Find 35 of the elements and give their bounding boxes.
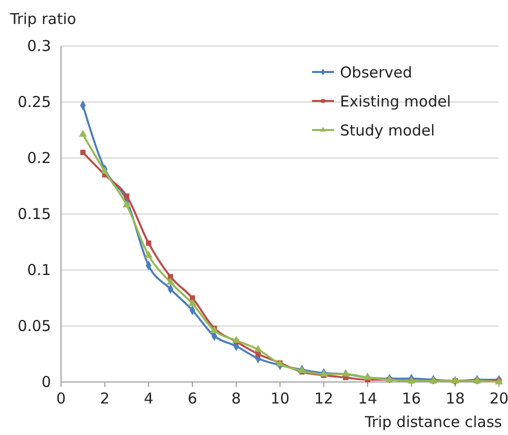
x-tick-label: 4 bbox=[144, 390, 154, 408]
x-axis-title: Trip distance class bbox=[364, 413, 502, 431]
point bbox=[188, 298, 196, 306]
y-tick-label: 0.2 bbox=[27, 148, 51, 167]
x-tick-label: 16 bbox=[402, 390, 421, 408]
y-tick-label: 0 bbox=[41, 372, 51, 391]
point bbox=[166, 278, 175, 285]
x-tick-label: 2 bbox=[100, 390, 110, 408]
x-tick-label: 18 bbox=[446, 390, 465, 408]
y-tick-label: 0.05 bbox=[18, 316, 51, 335]
y-tick-label: 0.25 bbox=[18, 92, 51, 111]
legend-label: Existing model bbox=[340, 92, 451, 110]
point bbox=[232, 336, 240, 343]
point bbox=[124, 193, 130, 199]
x-tick-label: 20 bbox=[489, 390, 508, 408]
point bbox=[342, 370, 350, 376]
x-tick-label: 0 bbox=[56, 390, 66, 408]
x-tick-label: 14 bbox=[358, 390, 378, 408]
point bbox=[100, 166, 109, 174]
y-tick-label: 0.1 bbox=[27, 260, 51, 279]
x-tick-label: 8 bbox=[231, 390, 241, 408]
point bbox=[254, 344, 262, 352]
y-tick-label: 0.15 bbox=[18, 204, 51, 223]
point bbox=[146, 240, 152, 246]
point bbox=[78, 130, 87, 137]
legend-label: Observed bbox=[340, 63, 412, 82]
y-tick-label: 0.3 bbox=[27, 36, 51, 55]
point bbox=[144, 250, 153, 258]
point bbox=[364, 372, 372, 380]
x-tick-label: 12 bbox=[314, 390, 334, 408]
y-axis-title: Trip ratio bbox=[9, 10, 76, 28]
x-tick-label: 10 bbox=[270, 390, 290, 408]
point bbox=[122, 200, 131, 208]
x-tick-label: 6 bbox=[188, 390, 198, 408]
legend-label: Study model bbox=[340, 121, 435, 140]
